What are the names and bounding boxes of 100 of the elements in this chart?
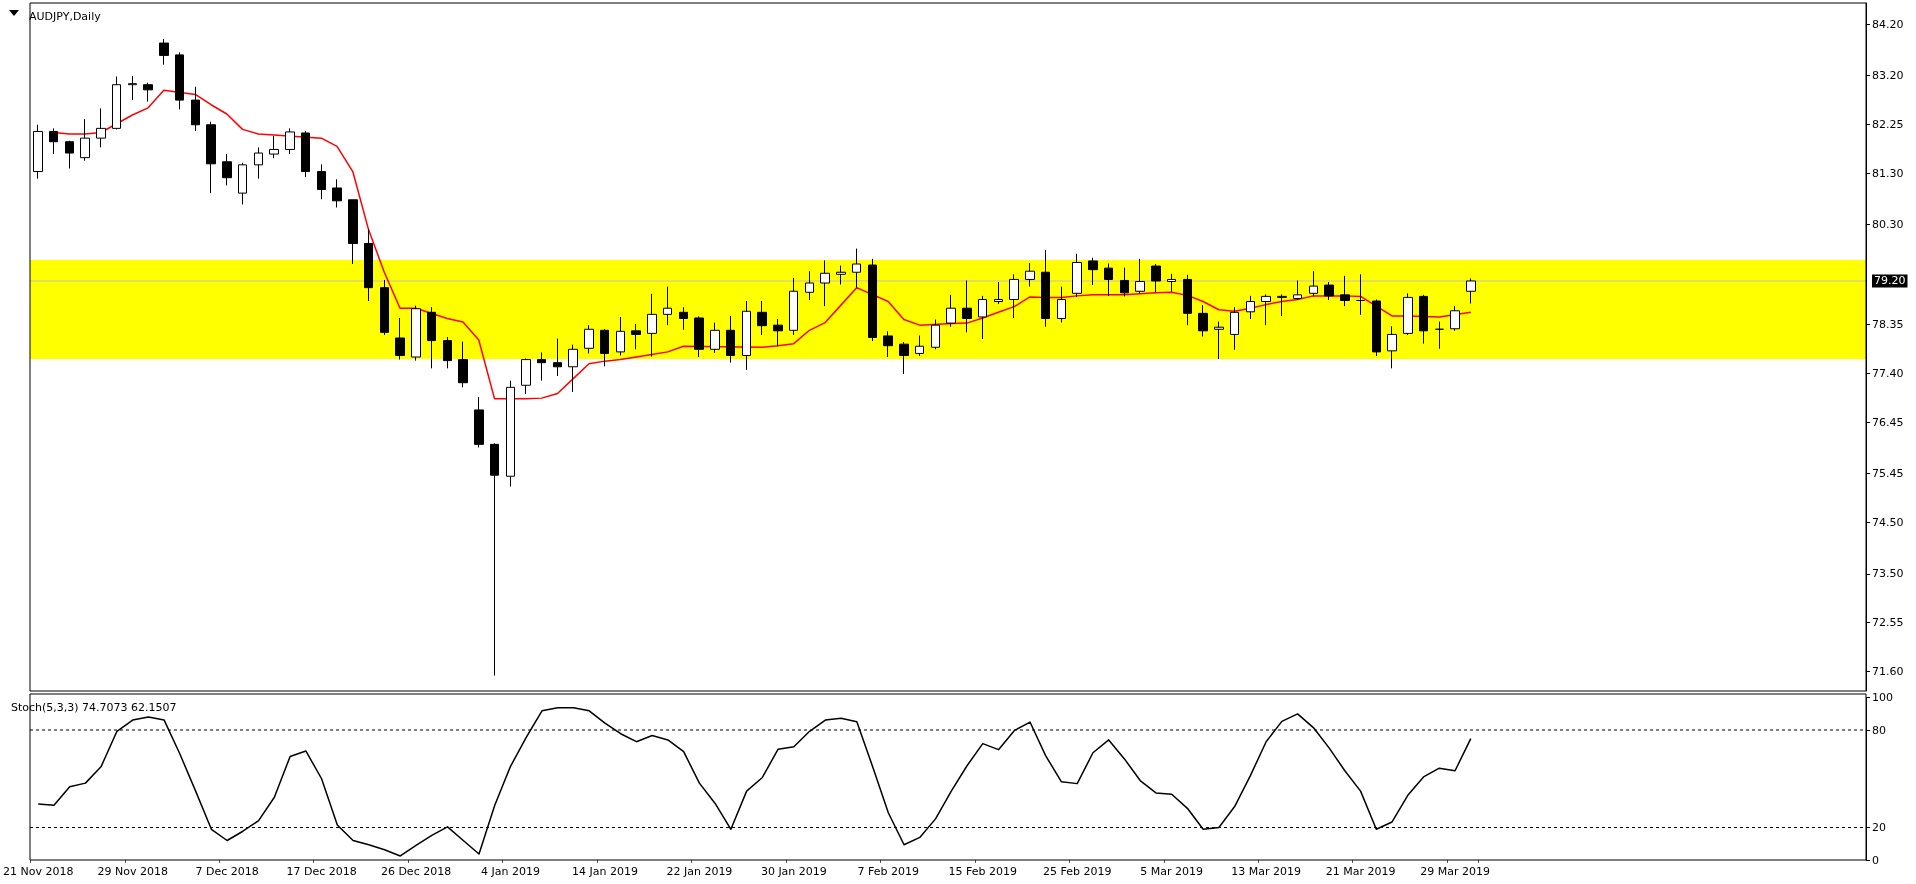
text: AUDJPY,Daily — [29, 10, 102, 23]
x-tick-label: 26 Dec 2018 — [380, 865, 452, 878]
candlestick — [679, 306, 688, 331]
candlestick — [269, 135, 279, 159]
candlestick — [254, 146, 263, 180]
y-tick-label: 80.30 — [1872, 217, 1904, 231]
candlestick — [1324, 281, 1334, 301]
candlestick — [994, 281, 1003, 305]
ref-line-label: 79.20 — [1874, 274, 1906, 288]
candlestick — [1309, 270, 1318, 297]
candlestick — [1088, 257, 1098, 286]
y-tick-label: 75.45 — [1872, 467, 1904, 481]
candlestick — [1057, 286, 1066, 324]
y-tick-label: 83.20 — [1872, 68, 1904, 82]
candlestick — [364, 229, 373, 302]
candlestick — [553, 338, 562, 377]
x-tick-label: 13 Mar 2019 — [1231, 865, 1301, 878]
y-tick-label: 84.20 — [1872, 17, 1904, 31]
x-tick-label: 29 Nov 2018 — [97, 865, 168, 878]
candlestick — [931, 319, 940, 350]
x-tick-label: 21 Nov 2018 — [3, 865, 74, 878]
candlestick — [946, 294, 956, 328]
candlestick — [1293, 279, 1302, 301]
candlestick — [96, 107, 106, 148]
candlestick — [506, 380, 515, 487]
candlestick — [80, 118, 90, 162]
candlestick — [301, 130, 310, 178]
candlestick — [805, 270, 814, 301]
candlestick — [616, 316, 625, 356]
candlestick — [128, 75, 137, 101]
candlestick — [537, 351, 546, 382]
candlestick — [1387, 325, 1397, 369]
candlestick — [962, 279, 972, 333]
candlestick — [317, 163, 326, 200]
candlestick — [1246, 295, 1255, 320]
x-tick-label: 30 Jan 2019 — [760, 865, 827, 878]
candlestick — [1120, 267, 1129, 297]
candlestick — [694, 315, 704, 358]
candlestick — [868, 258, 877, 342]
candlestick — [380, 279, 389, 336]
candlestick — [1277, 293, 1287, 317]
candlestick — [395, 317, 405, 361]
candlestick — [1435, 321, 1444, 350]
candlestick — [65, 140, 74, 169]
candlestick — [1372, 298, 1381, 357]
candlestick — [427, 306, 436, 369]
candlestick — [631, 323, 641, 350]
candlestick — [1230, 306, 1239, 351]
candlestick — [191, 86, 200, 132]
candlestick — [600, 328, 609, 367]
candlestick — [458, 341, 468, 388]
y-tick-label: 20 — [1872, 821, 1886, 834]
candlestick — [474, 396, 484, 448]
y-tick-label: 76.45 — [1872, 415, 1904, 429]
candlestick — [663, 286, 672, 326]
candlestick — [836, 265, 846, 286]
candlestick — [1261, 293, 1271, 326]
candlestick — [726, 315, 735, 364]
candlestick — [411, 305, 421, 362]
candlestick — [742, 300, 751, 371]
candlestick — [143, 82, 153, 103]
candlestick — [348, 199, 358, 265]
x-tick-label: 4 Jan 2019 — [481, 865, 540, 878]
y-tick-label: 100 — [1872, 691, 1893, 704]
candlestick — [1466, 277, 1476, 305]
candlestick — [521, 358, 531, 395]
candlestick — [332, 178, 342, 208]
candlestick — [773, 318, 783, 347]
candlestick — [1198, 304, 1208, 337]
candlestick — [1072, 253, 1082, 298]
candlestick — [820, 259, 830, 307]
candlestick — [883, 330, 893, 358]
x-tick-label: 15 Feb 2019 — [948, 865, 1017, 878]
chart-title: Stoch(5,3,3) 74.7073 62.1507 — [11, 701, 177, 714]
y-tick-label: 81.30 — [1872, 166, 1904, 180]
candlestick — [238, 162, 247, 205]
candlestick — [1041, 249, 1050, 328]
candlestick — [568, 344, 578, 393]
candlestick — [112, 75, 121, 130]
candlestick — [647, 293, 657, 358]
candlestick — [443, 336, 452, 369]
candlestick — [222, 153, 232, 186]
candlestick — [1356, 273, 1365, 316]
candlestick — [978, 295, 987, 340]
candlestick — [852, 248, 861, 289]
x-tick-label: 21 Mar 2019 — [1325, 865, 1396, 878]
x-tick-label: 17 Dec 2018 — [286, 865, 357, 878]
x-tick-label: 29 Mar 2019 — [1420, 865, 1490, 878]
candlestick — [1214, 321, 1224, 360]
candlestick — [1450, 305, 1460, 332]
x-tick-label: 7 Dec 2018 — [195, 865, 259, 878]
candlestick — [1151, 263, 1161, 293]
candlestick — [757, 300, 767, 336]
candlestick — [1135, 258, 1145, 294]
x-tick-label: 25 Feb 2019 — [1042, 865, 1112, 878]
candlestick — [1183, 274, 1192, 326]
x-tick-label: 22 Jan 2019 — [666, 865, 733, 878]
y-tick-label: 80 — [1872, 723, 1886, 737]
candlestick — [710, 322, 720, 354]
candlestick — [789, 277, 798, 336]
